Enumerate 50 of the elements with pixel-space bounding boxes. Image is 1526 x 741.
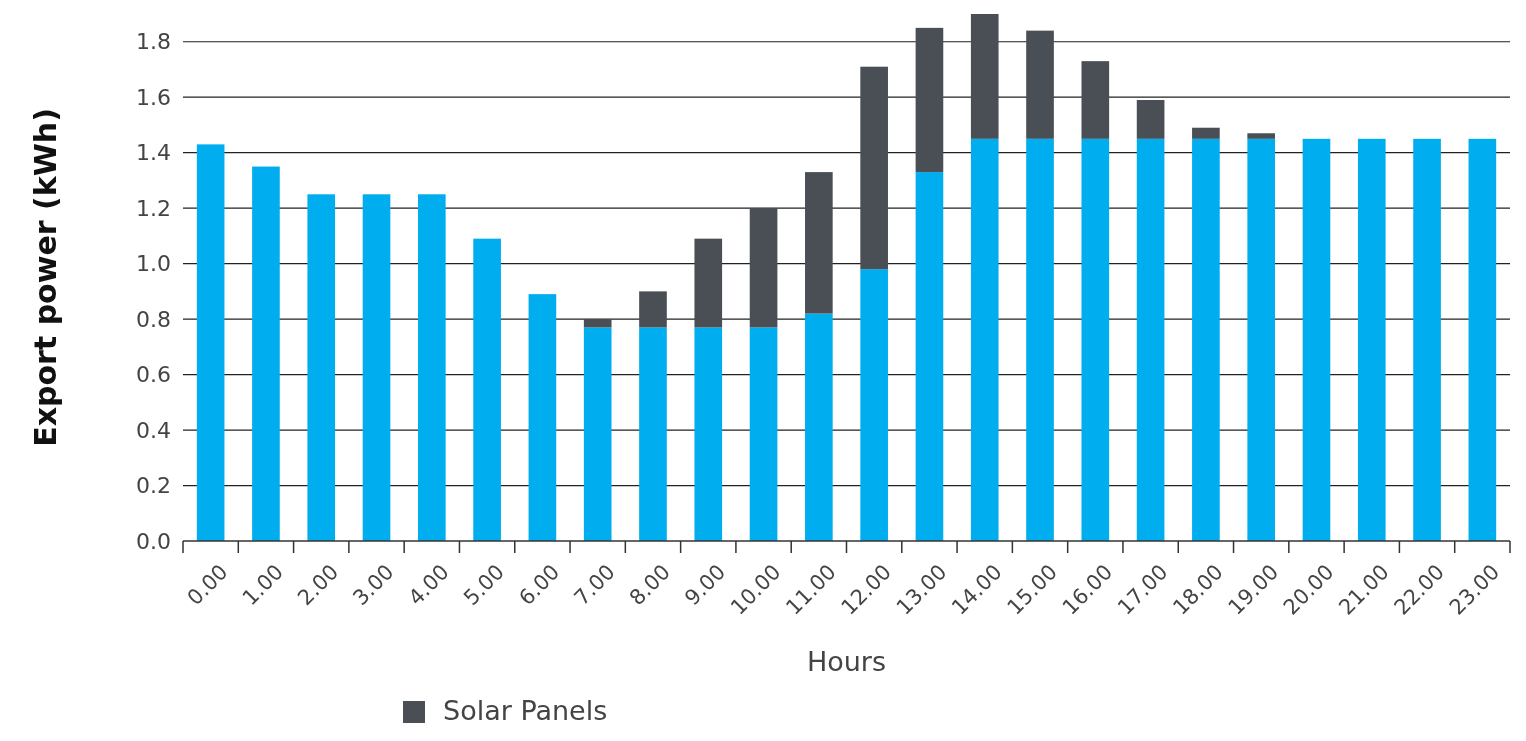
bar bbox=[1468, 138, 1497, 541]
y-tick-label: 1.4 bbox=[136, 140, 171, 166]
y-axis-title: Export power (kWh) bbox=[28, 108, 63, 447]
y-tick-label: 0.6 bbox=[136, 362, 171, 388]
bar bbox=[583, 319, 612, 328]
bar bbox=[915, 172, 944, 541]
y-tick-label: 0.4 bbox=[136, 417, 171, 443]
bar bbox=[196, 144, 225, 541]
y-tick-label: 1.6 bbox=[136, 84, 171, 110]
y-tick-label: 1.2 bbox=[136, 195, 171, 221]
bar bbox=[1026, 30, 1054, 139]
bar bbox=[417, 194, 446, 541]
bar bbox=[252, 166, 280, 541]
bar bbox=[1302, 138, 1331, 541]
y-tick-label: 0.8 bbox=[136, 306, 171, 332]
y-tick-label: 1.8 bbox=[136, 29, 171, 55]
bar bbox=[860, 269, 888, 541]
bar bbox=[528, 294, 557, 541]
bar bbox=[749, 327, 778, 541]
bar bbox=[1081, 138, 1110, 541]
bar bbox=[473, 238, 501, 541]
bar bbox=[639, 327, 667, 541]
bar bbox=[970, 14, 999, 139]
bar bbox=[970, 138, 999, 541]
bar bbox=[915, 27, 944, 173]
bar bbox=[583, 327, 612, 541]
bar bbox=[1081, 61, 1110, 139]
bar bbox=[1136, 99, 1165, 139]
legend-label: Solar Panels bbox=[443, 695, 608, 727]
bar bbox=[694, 238, 723, 328]
bar bbox=[1247, 138, 1276, 541]
y-tick-label: 0.0 bbox=[136, 528, 171, 554]
bar bbox=[860, 66, 888, 270]
y-tick-label: 1.0 bbox=[136, 251, 171, 277]
bar bbox=[639, 291, 667, 328]
bar bbox=[307, 194, 336, 541]
bar bbox=[1247, 133, 1276, 139]
bar bbox=[1192, 138, 1220, 541]
bar bbox=[1357, 138, 1386, 541]
bar bbox=[1413, 138, 1441, 541]
x-axis-title: Hours bbox=[806, 646, 887, 677]
y-tick-label: 0.2 bbox=[136, 473, 171, 499]
bar bbox=[694, 327, 723, 541]
bar bbox=[1026, 138, 1054, 541]
bar bbox=[1192, 127, 1220, 139]
bar bbox=[1136, 138, 1165, 541]
bar bbox=[362, 194, 391, 541]
bar bbox=[749, 208, 778, 328]
bar bbox=[805, 172, 833, 314]
bar bbox=[805, 313, 833, 541]
